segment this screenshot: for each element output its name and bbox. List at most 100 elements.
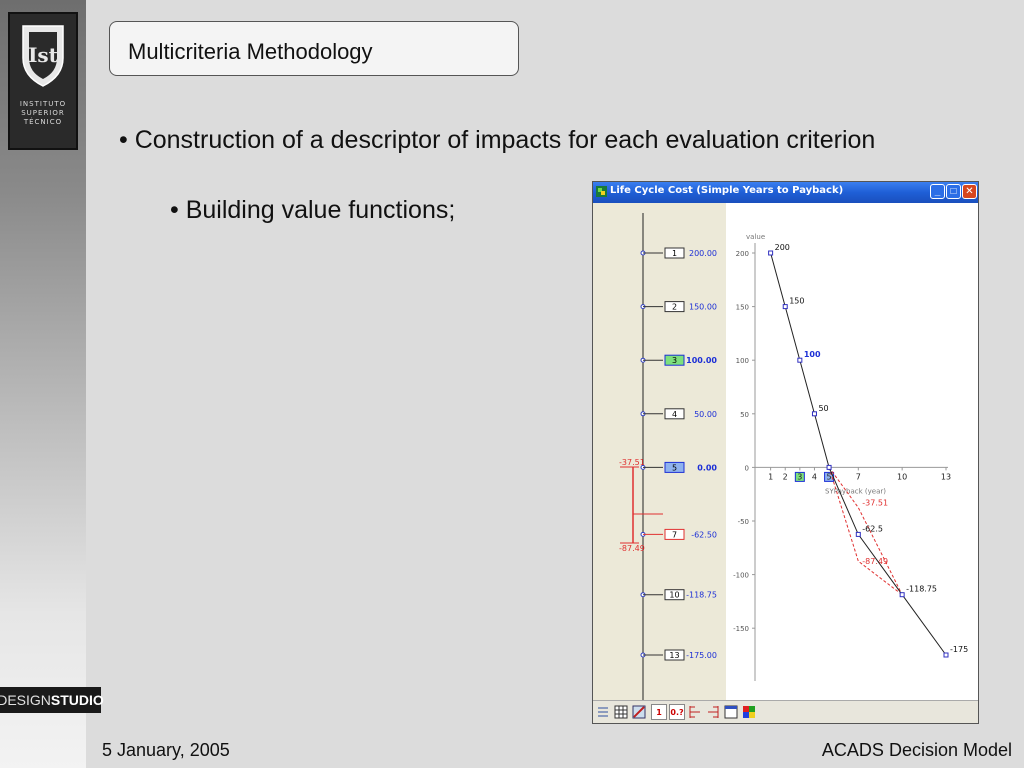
color-icon[interactable]	[741, 704, 757, 720]
footer-title: ACADS Decision Model	[821, 740, 1012, 760]
scale-levels: 1 200.002 150.003 100.004 50.005 0.007 -62.501…	[640, 247, 717, 661]
interval-lower-label: -87.49	[619, 544, 645, 553]
scale-level-box	[664, 461, 685, 473]
x-tick-label: 13	[941, 472, 951, 481]
grid-icon[interactable]	[613, 704, 629, 720]
y-tick-label: 100	[736, 357, 749, 365]
scale-level-value: 100.00	[686, 356, 717, 365]
window-title: Life Cycle Cost (Simple Years to Payback…	[610, 185, 844, 196]
interval-upper-plot-label: -37.51	[862, 499, 888, 508]
window-icon[interactable]	[723, 704, 739, 720]
close-button[interactable]: ✕	[962, 184, 977, 199]
scale-level-box	[664, 649, 685, 661]
logo-line-3: TÉCNICO	[23, 118, 63, 126]
scale-level-label: 10	[669, 591, 679, 600]
scale-level-label: 1	[672, 249, 677, 258]
scale-level-label: 7	[672, 530, 677, 539]
scale-panel	[593, 203, 726, 703]
data-point	[782, 304, 788, 310]
scale-level-value: 50.00	[694, 410, 717, 419]
app-icon	[596, 186, 607, 197]
data-label: 150	[789, 297, 804, 306]
shield-icon: Ist	[22, 25, 64, 87]
value-function-chart: 1 200.002 150.003 100.004 50.005 0.007 -62.501…	[593, 203, 968, 703]
data-point	[811, 411, 817, 417]
x-tick-label: 1	[768, 472, 773, 481]
data-point	[899, 592, 905, 598]
data-label: 50	[818, 404, 828, 413]
design-studio-logo: DESIGN STUDIO	[0, 687, 104, 713]
data-label: -62.5	[862, 524, 883, 533]
minimize-button[interactable]: _	[930, 184, 945, 199]
design-studio-part2: STUDIO	[50, 692, 104, 708]
x-tick-label: 2	[783, 472, 788, 481]
bracket-right-icon[interactable]	[705, 704, 721, 720]
x-axis-label: SYPayback (year)	[825, 487, 886, 495]
y-tick-label: 200	[736, 250, 749, 258]
scale-level-value: -62.50	[691, 530, 717, 539]
data-point	[826, 464, 832, 470]
bullet-2: • Building value functions;	[170, 196, 456, 224]
x-tick-highlight-good	[794, 471, 805, 482]
one-icon[interactable]: 1	[651, 704, 667, 720]
scale-level-label: 13	[669, 651, 679, 660]
y-tick-label: 0	[745, 464, 749, 472]
data-point	[855, 531, 861, 537]
svg-text:Ist: Ist	[28, 43, 59, 67]
interval-lower-line	[828, 467, 903, 596]
x-tick-label: 10	[897, 472, 907, 481]
bracket-left-icon[interactable]	[687, 704, 703, 720]
window-titlebar[interactable]: Life Cycle Cost (Simple Years to Payback…	[593, 182, 978, 203]
y-axis-label: value	[746, 233, 765, 241]
logo-line-1: INSTITUTO	[19, 100, 67, 108]
data-label: -175	[950, 645, 968, 654]
data-point	[768, 250, 774, 256]
toolbar: 1 0.?	[593, 700, 978, 723]
x-tick-label: 5	[827, 472, 832, 481]
data-label: 100	[804, 350, 821, 359]
scale-level-box	[664, 589, 685, 601]
x-tick-label: 7	[856, 472, 861, 481]
y-tick-label: -150	[733, 625, 749, 633]
scale-level-box	[664, 528, 685, 540]
maximize-button[interactable]: □	[946, 184, 961, 199]
x-tick-label: 4	[812, 472, 817, 481]
edit-icon[interactable]	[631, 704, 647, 720]
y-tick-label: 50	[740, 411, 749, 419]
scale-level-box	[664, 301, 685, 313]
value-function-line	[770, 252, 947, 656]
scale-level-value: -118.75	[686, 591, 717, 600]
y-tick-label: 150	[736, 304, 749, 312]
ist-logo: Ist INSTITUTO SUPERIOR TÉCNICO	[8, 12, 78, 150]
scale-level-label: 4	[672, 410, 677, 419]
scale-level-label: 5	[672, 463, 677, 472]
scale-level-box	[664, 247, 685, 259]
scale-level-label: 3	[672, 356, 677, 365]
value-function-window: Life Cycle Cost (Simple Years to Payback…	[592, 181, 979, 724]
footer-date: 5 January, 2005	[102, 740, 230, 760]
logo-text: INSTITUTO SUPERIOR TÉCNICO	[10, 100, 76, 127]
y-tick-label: -100	[733, 572, 749, 580]
interval-indicator: -37.51 -87.49	[619, 458, 663, 553]
slide-title: Multicriteria Methodology	[128, 39, 373, 64]
interval-lower-plot-label: -87.49	[862, 557, 888, 566]
scale-level-value: -175.00	[686, 651, 717, 660]
data-label: 200	[775, 243, 790, 252]
x-tick-label: 3	[797, 472, 802, 481]
scale-level-label: 2	[672, 303, 677, 312]
scale-level-value: 0.00	[697, 463, 717, 472]
zero-question-icon[interactable]: 0.?	[669, 704, 685, 720]
data-point	[943, 652, 949, 658]
scale-level-box	[664, 408, 685, 420]
scale-level-box	[664, 354, 685, 366]
scale-level-value: 150.00	[689, 303, 717, 312]
design-studio-part1: DESIGN	[0, 692, 51, 708]
bullet-1: • Construction of a descriptor of impact…	[119, 126, 876, 154]
data-label: -118.75	[906, 585, 937, 594]
interval-upper-line	[828, 467, 903, 595]
scale-level-value: 200.00	[689, 249, 717, 258]
slide-title-box: Multicriteria Methodology	[109, 21, 519, 76]
data-point	[797, 357, 803, 363]
list-icon[interactable]	[595, 704, 611, 720]
